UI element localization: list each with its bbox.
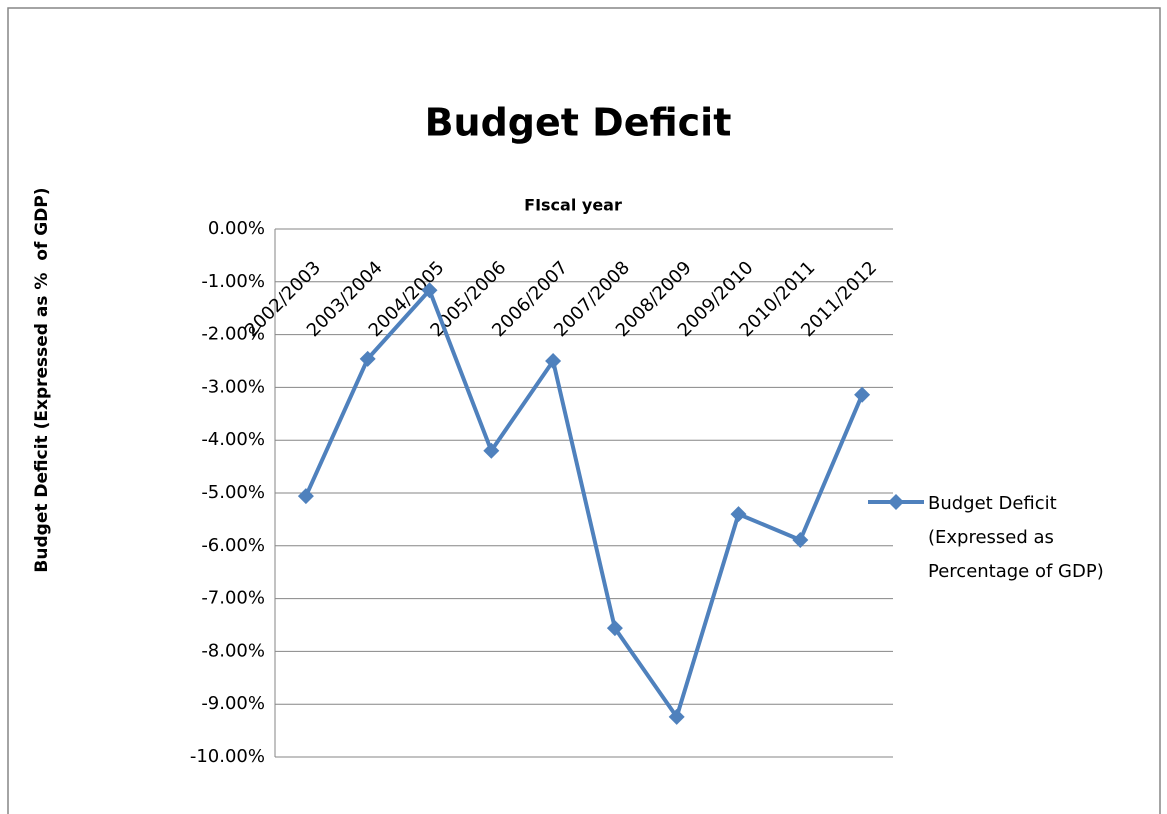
data-point — [359, 350, 376, 367]
y-tick-label: -9.00% — [201, 693, 265, 714]
y-tick-label: 0.00% — [208, 218, 265, 239]
legend-label: Budget Deficit (Expressed as Percentage … — [928, 493, 1104, 582]
y-tick-label: -5.00% — [201, 482, 265, 503]
data-point — [668, 708, 685, 725]
y-tick-label: -7.00% — [201, 588, 265, 609]
y-tick-label: -8.00% — [201, 640, 265, 661]
chart-border — [7, 7, 1161, 814]
y-axis-title: Budget Deficit (Expressed as % of GDP) — [32, 187, 52, 572]
y-tick-label: -6.00% — [201, 535, 265, 556]
y-tick-label: -1.00% — [201, 271, 265, 292]
data-point — [792, 531, 809, 548]
y-tick-label: -10.00% — [190, 746, 265, 767]
data-point — [297, 488, 314, 505]
chart-title: Budget Deficit — [425, 101, 732, 145]
series-line — [304, 288, 864, 719]
x-axis-title: FIscal year — [524, 196, 622, 215]
data-point — [483, 442, 500, 459]
legend-marker — [888, 494, 904, 510]
data-point — [730, 506, 747, 523]
data-point — [545, 353, 562, 369]
data-point — [854, 386, 871, 403]
y-tick-label: -3.00% — [201, 376, 265, 397]
y-tick-label: -2.00% — [201, 324, 265, 345]
data-point — [421, 282, 438, 299]
data-point — [606, 620, 623, 637]
y-tick-label: -4.00% — [201, 429, 265, 450]
